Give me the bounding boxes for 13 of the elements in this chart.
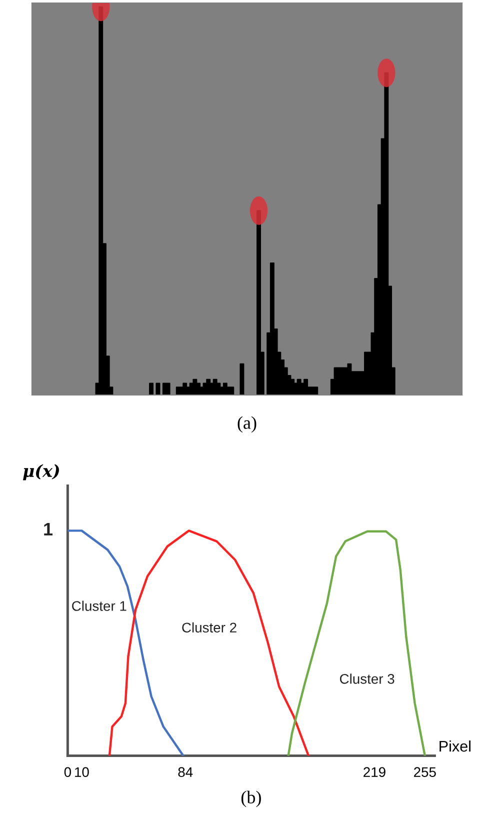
y-axis-title: μ(x) — [22, 464, 59, 480]
annotation: Cluster 3 — [340, 674, 394, 684]
x-tick-label: 219 — [364, 767, 386, 778]
x-tick-label: 84 — [178, 767, 193, 778]
x-axis-title: Pixel — [440, 740, 470, 752]
annotation: Cluster 1 — [72, 600, 126, 611]
text: (b) — [241, 790, 261, 808]
x-tick-label: 255 — [414, 767, 436, 778]
text: 1 — [44, 522, 53, 536]
text: (a) — [238, 416, 256, 433]
x-tick-label: 10 — [75, 767, 89, 778]
annotation: Cluster 2 — [182, 622, 236, 633]
x-tick-label: 0 — [64, 767, 72, 778]
